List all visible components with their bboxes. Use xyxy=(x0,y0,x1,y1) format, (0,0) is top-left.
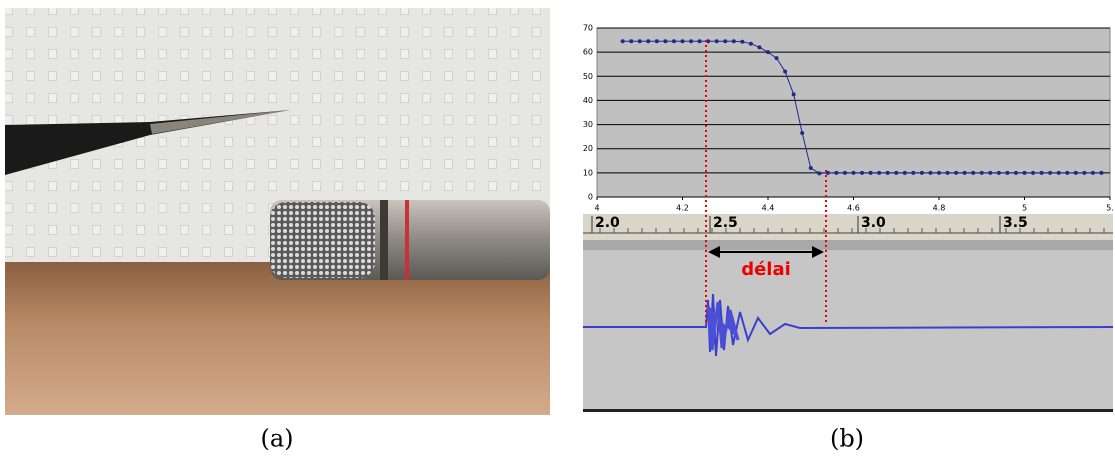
data-point xyxy=(945,170,950,175)
y-tick-label: 50 xyxy=(583,72,593,81)
data-point xyxy=(885,170,890,175)
data-point xyxy=(1048,170,1053,175)
track-border xyxy=(583,409,1113,412)
x-tick-label: 4.6 xyxy=(847,204,860,213)
caption: (a) xyxy=(260,425,293,453)
data-point xyxy=(757,45,762,50)
data-point xyxy=(629,39,634,44)
data-point xyxy=(808,166,813,171)
data-point xyxy=(774,56,779,61)
data-point xyxy=(842,170,847,175)
data-point xyxy=(1073,170,1078,175)
data-point xyxy=(671,39,676,44)
data-point xyxy=(902,170,907,175)
ruler-label: 2.5 xyxy=(713,215,738,231)
y-tick-label: 10 xyxy=(583,168,593,177)
arrow-head xyxy=(708,246,824,258)
data-point xyxy=(996,170,1001,175)
photo xyxy=(5,8,550,415)
data-point xyxy=(637,39,642,44)
data-point xyxy=(714,39,719,44)
data-point xyxy=(791,92,796,97)
data-point xyxy=(928,170,933,175)
data-point xyxy=(1022,170,1027,175)
data-point xyxy=(868,170,873,175)
data-point xyxy=(988,170,993,175)
x-tick-label: 4.2 xyxy=(676,204,689,213)
ruler-label: 3.5 xyxy=(1003,215,1028,231)
data-point xyxy=(1065,170,1070,175)
data-point xyxy=(1056,170,1061,175)
waveform-burst xyxy=(706,301,740,351)
data-point xyxy=(646,39,651,44)
y-tick-label: 30 xyxy=(583,120,593,129)
data-point xyxy=(979,170,984,175)
data-point xyxy=(783,69,788,74)
plot-area xyxy=(596,27,1111,198)
x-tick-label: 5. xyxy=(1106,204,1114,213)
data-point xyxy=(663,39,668,44)
data-point xyxy=(937,170,941,175)
caption: (b) xyxy=(830,425,864,453)
data-point xyxy=(1013,170,1018,175)
data-point xyxy=(800,131,805,136)
data-point xyxy=(1099,170,1104,175)
data-point xyxy=(689,39,694,44)
x-tick-label: 4.4 xyxy=(762,204,775,213)
data-point xyxy=(877,170,882,175)
data-point xyxy=(1090,170,1095,175)
data-point xyxy=(697,39,702,44)
x-tick-label: 4 xyxy=(594,204,599,213)
data-point xyxy=(817,171,822,176)
x-tick-label: 5 xyxy=(1022,204,1027,213)
data-point xyxy=(1005,170,1010,175)
data-point xyxy=(954,170,959,175)
data-point xyxy=(706,39,711,44)
data-point xyxy=(620,39,625,44)
data-point xyxy=(766,50,770,55)
ruler-label: 3.0 xyxy=(861,215,886,231)
data-point xyxy=(740,39,745,44)
data-point xyxy=(723,39,728,44)
track xyxy=(583,250,1113,410)
data-point xyxy=(860,170,865,175)
y-tick-label: 70 xyxy=(583,24,593,33)
data-point xyxy=(894,170,899,175)
data-point xyxy=(680,39,685,44)
y-tick-label: 60 xyxy=(583,48,593,57)
data-point xyxy=(1082,170,1087,175)
data-point xyxy=(851,170,856,175)
ruler-label: 2.0 xyxy=(595,215,620,231)
data-point xyxy=(748,41,753,46)
data-point xyxy=(911,170,916,175)
data-point xyxy=(971,170,976,175)
track-header xyxy=(583,240,1113,250)
data-point xyxy=(654,39,659,44)
data-point xyxy=(731,39,736,44)
data-point xyxy=(962,170,967,175)
x-tick-label: 4.8 xyxy=(933,204,946,213)
y-tick-label: 40 xyxy=(583,96,593,105)
data-point xyxy=(1039,170,1044,175)
data-point xyxy=(919,170,924,175)
ruler xyxy=(583,214,1113,240)
y-tick-label: 20 xyxy=(583,144,593,153)
annotation: délai xyxy=(741,259,791,280)
y-tick-label: 0 xyxy=(588,193,593,202)
data-point xyxy=(1031,170,1036,175)
data-point xyxy=(834,170,839,175)
